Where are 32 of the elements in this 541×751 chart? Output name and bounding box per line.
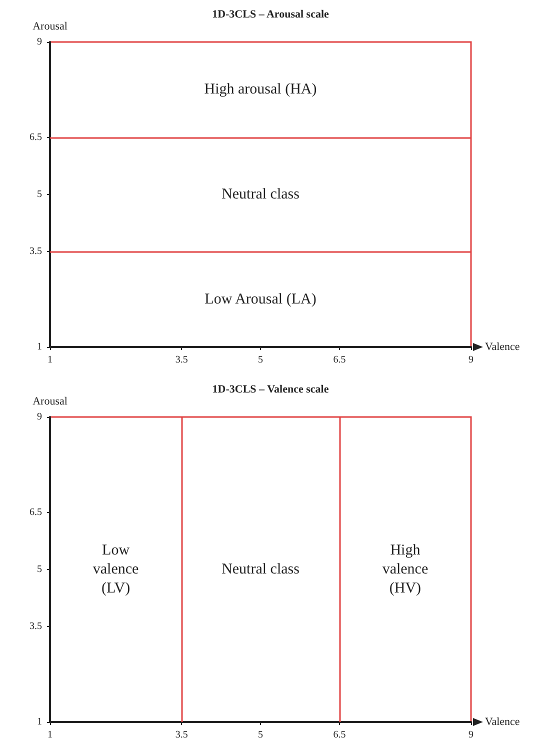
- y-tick-label: 6.5: [30, 506, 42, 518]
- y-tick-label: 9: [37, 412, 42, 422]
- y-tick-label: 6.5: [30, 132, 42, 143]
- y-tick-label: 1: [37, 342, 42, 352]
- y-tick-label: 3.5: [30, 621, 42, 632]
- chart-title: 1D-3CLS – Valence scale: [212, 384, 329, 396]
- x-axis-title: Valence: [485, 716, 520, 728]
- annotation: Neutral class: [222, 562, 300, 578]
- x-tick-label: 9: [468, 354, 474, 366]
- y-tick-label: 1: [37, 716, 42, 728]
- x-tick-label: 6.5: [333, 730, 346, 740]
- y-axis-title: Arousal: [32, 20, 68, 32]
- y-tick-label: 5: [37, 189, 42, 200]
- x-tick-label: 5: [258, 730, 263, 740]
- annotation: Low Arousal (LA): [204, 291, 316, 308]
- x-tick-label: 3.5: [175, 354, 188, 366]
- x-tick-label: 9: [468, 730, 474, 740]
- y-tick-label: 5: [37, 564, 42, 575]
- annotation: Neutral class: [222, 186, 300, 202]
- x-axis-title: Valence: [485, 341, 520, 353]
- annotation: Low valence (LV): [92, 542, 140, 596]
- x-tick-label: 3.5: [175, 730, 188, 740]
- x-tick-label: 6.5: [333, 354, 346, 366]
- x-tick-label: 1: [48, 354, 52, 366]
- x-tick-label: 5: [258, 354, 263, 366]
- annotation: High valence (HV): [382, 542, 428, 596]
- y-tick-label: 9: [37, 36, 42, 48]
- chart-title: 1D-3CLS – Arousal scale: [212, 8, 330, 20]
- y-tick-label: 3.5: [30, 246, 42, 258]
- x-tick-label: 1: [48, 730, 52, 740]
- y-axis-title: Arousal: [32, 396, 68, 408]
- annotation: High arousal (HA): [204, 82, 317, 98]
